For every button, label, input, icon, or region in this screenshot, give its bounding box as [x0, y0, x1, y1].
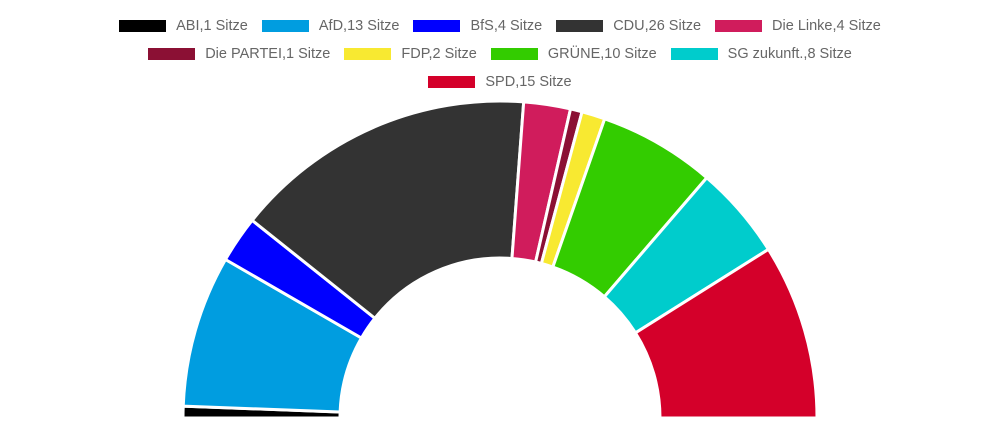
chart-legend: ABI,1 Sitze AfD,13 Sitze BfS,4 Sitze CDU…	[0, 12, 1000, 96]
legend-swatch-cdu	[556, 20, 604, 32]
legend-item-abi[interactable]: ABI,1 Sitze	[119, 18, 248, 34]
legend-label-gruene: GRÜNE,10 Sitze	[547, 46, 657, 62]
legend-item-sg-zukunft[interactable]: SG zukunft.,8 Sitze	[670, 46, 852, 62]
legend-item-afd[interactable]: AfD,13 Sitze	[261, 18, 400, 34]
legend-swatch-die-partei	[148, 48, 196, 60]
legend-item-gruene[interactable]: GRÜNE,10 Sitze	[490, 46, 657, 62]
legend-row-3: SPD,15 Sitze	[0, 68, 1000, 96]
legend-swatch-afd	[261, 20, 309, 32]
legend-label-bfs: BfS,4 Sitze	[470, 18, 543, 34]
legend-label-afd: AfD,13 Sitze	[318, 18, 400, 34]
legend-label-sg-zukunft: SG zukunft.,8 Sitze	[727, 46, 852, 62]
legend-row-2: Die PARTEI,1 Sitze FDP,2 Sitze GRÜNE,10 …	[0, 40, 1000, 68]
legend-row-1: ABI,1 Sitze AfD,13 Sitze BfS,4 Sitze CDU…	[0, 12, 1000, 40]
legend-label-die-partei: Die PARTEI,1 Sitze	[205, 46, 331, 62]
legend-label-cdu: CDU,26 Sitze	[613, 18, 702, 34]
legend-item-fdp[interactable]: FDP,2 Sitze	[344, 46, 477, 62]
legend-swatch-spd	[428, 76, 476, 88]
legend-label-die-linke: Die Linke,4 Sitze	[772, 18, 881, 34]
legend-item-die-linke[interactable]: Die Linke,4 Sitze	[715, 18, 881, 34]
legend-swatch-abi	[119, 20, 167, 32]
legend-item-die-partei[interactable]: Die PARTEI,1 Sitze	[148, 46, 330, 62]
legend-swatch-sg-zukunft	[670, 48, 718, 60]
chart-segments	[181, 99, 819, 420]
legend-swatch-fdp	[344, 48, 392, 60]
segment-spd[interactable]	[633, 247, 819, 420]
legend-swatch-die-linke	[715, 20, 763, 32]
segment-cdu[interactable]	[250, 99, 526, 321]
legend-item-bfs[interactable]: BfS,4 Sitze	[413, 18, 542, 34]
legend-label-spd: SPD,15 Sitze	[485, 74, 572, 90]
legend-label-fdp: FDP,2 Sitze	[401, 46, 477, 62]
legend-item-spd[interactable]: SPD,15 Sitze	[428, 74, 572, 90]
legend-swatch-gruene	[490, 48, 538, 60]
legend-label-abi: ABI,1 Sitze	[176, 18, 248, 34]
legend-swatch-bfs	[413, 20, 461, 32]
legend-item-cdu[interactable]: CDU,26 Sitze	[556, 18, 701, 34]
